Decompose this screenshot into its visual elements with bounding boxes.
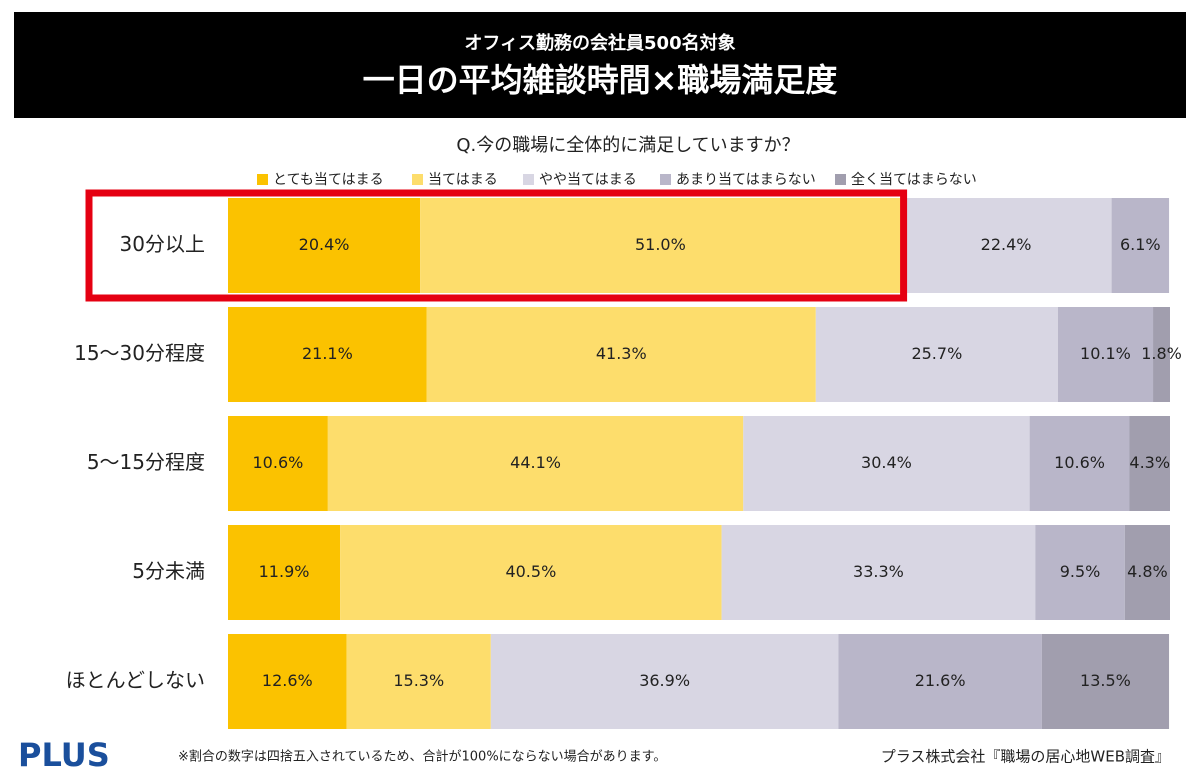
value-label: 21.6% xyxy=(915,671,966,690)
value-label: 41.3% xyxy=(596,344,647,363)
bar-segment xyxy=(1111,198,1170,293)
legend-swatch xyxy=(523,174,534,185)
legend-swatch xyxy=(412,174,423,185)
value-label: 1.8% xyxy=(1141,344,1182,363)
bar-segment xyxy=(1029,416,1130,511)
value-label: 51.0% xyxy=(635,235,686,254)
chart-title: 一日の平均雑談時間×職場満足度 xyxy=(363,61,838,99)
value-label: 33.3% xyxy=(853,562,904,581)
value-label: 10.6% xyxy=(1054,453,1105,472)
legend-swatch xyxy=(835,174,846,185)
supertitle: オフィス勤務の会社員500名対象 xyxy=(464,32,735,54)
value-label: 10.6% xyxy=(253,453,304,472)
value-label: 25.7% xyxy=(911,344,962,363)
value-label: 15.3% xyxy=(393,671,444,690)
value-label: 20.4% xyxy=(299,235,350,254)
value-label: 30.4% xyxy=(861,453,912,472)
logo: PLUS xyxy=(18,736,110,774)
legend-swatch xyxy=(257,174,268,185)
value-label: 13.5% xyxy=(1080,671,1131,690)
legend-label: あまり当てはまらない xyxy=(676,172,816,188)
legend-label: 当てはまる xyxy=(428,172,498,188)
bar-segment xyxy=(838,634,1042,729)
bar-segment xyxy=(743,416,1030,511)
highlight-box xyxy=(85,189,908,302)
bar-segment xyxy=(346,634,491,729)
bar-segment xyxy=(420,198,901,293)
value-label: 22.4% xyxy=(981,235,1032,254)
bar-segment xyxy=(228,416,328,511)
value-label: 11.9% xyxy=(259,562,310,581)
bar-segment xyxy=(228,198,421,293)
bar-segment xyxy=(490,634,839,729)
bar-segment xyxy=(228,307,427,402)
bar-segment xyxy=(1035,525,1125,620)
value-label: 44.1% xyxy=(510,453,561,472)
footnote: ※割合の数字は四捨五入されているため、合計が100%にならない場合があります。 xyxy=(178,749,666,765)
bar-segment xyxy=(1057,307,1154,402)
bar-segment xyxy=(1041,634,1170,729)
value-label: 9.5% xyxy=(1060,562,1101,581)
bar-segment xyxy=(228,525,341,620)
source: プラス株式会社『職場の居心地WEB調査』 xyxy=(881,748,1170,766)
legend-swatch xyxy=(660,174,671,185)
bar-segment xyxy=(327,416,744,511)
legend-label: やや当てはまる xyxy=(539,172,637,188)
value-label: 40.5% xyxy=(505,562,556,581)
legend-label: とても当てはまる xyxy=(273,172,384,188)
category-label: ほとんどしない xyxy=(66,668,205,692)
value-label: 4.8% xyxy=(1127,562,1168,581)
bar-segment xyxy=(340,525,722,620)
bar-segment xyxy=(426,307,816,402)
header-band xyxy=(14,12,1186,118)
value-label: 21.1% xyxy=(302,344,353,363)
value-label: 10.1% xyxy=(1080,344,1131,363)
bar-segment xyxy=(900,198,1112,293)
bar-segment xyxy=(1129,416,1170,511)
bar-segment xyxy=(721,525,1036,620)
value-label: 6.1% xyxy=(1120,235,1161,254)
bar-segment xyxy=(1124,525,1170,620)
legend-label: 全く当てはまらない xyxy=(851,171,977,188)
category-label: 15〜30分程度 xyxy=(74,341,205,365)
chart-subtitle: Q.今の職場に全体的に満足していますか？ xyxy=(456,135,799,156)
category-label: 5〜15分程度 xyxy=(87,450,205,474)
bar-segment xyxy=(228,634,347,729)
category-label: 5分未満 xyxy=(132,559,205,583)
category-label: 30分以上 xyxy=(120,232,205,256)
bar-segment xyxy=(815,307,1058,402)
bar-segment xyxy=(1153,307,1170,402)
value-label: 36.9% xyxy=(639,671,690,690)
value-label: 4.3% xyxy=(1129,453,1170,472)
value-label: 12.6% xyxy=(262,671,313,690)
